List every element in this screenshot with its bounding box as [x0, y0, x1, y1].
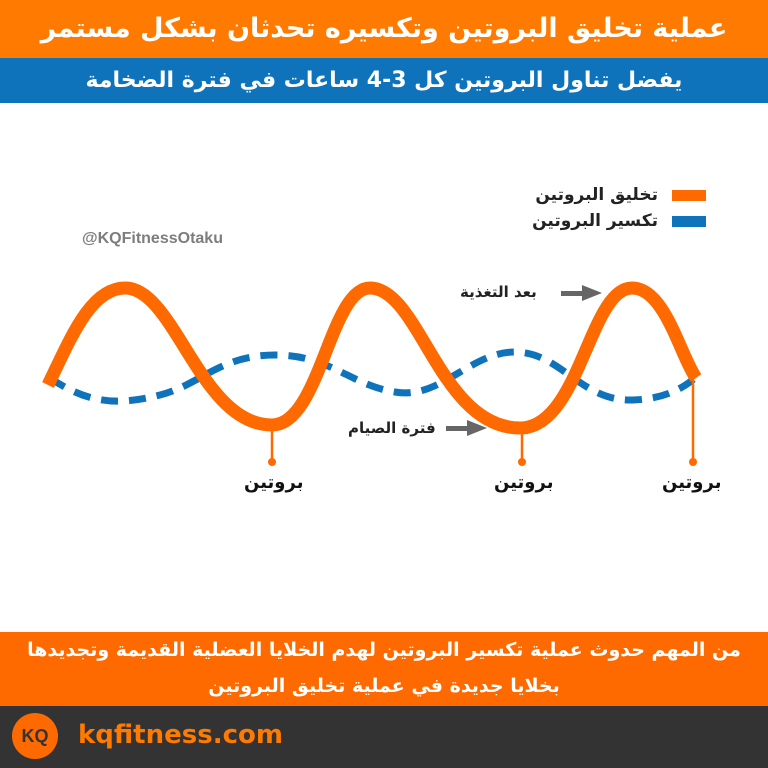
- arrow-right-icon: [561, 285, 602, 301]
- protein-marker-label: بروتين: [662, 472, 722, 493]
- legend: تخليق البروتين تكسير البروتين: [532, 182, 706, 234]
- legend-item-synthesis: تخليق البروتين: [532, 182, 706, 208]
- protein-marker-label: بروتين: [494, 472, 554, 493]
- marker-dot-icon: [689, 458, 697, 466]
- protein-wave-diagram: [42, 281, 702, 466]
- breakdown-curve: [48, 348, 698, 405]
- fasting-period-label: فترة الصيام: [348, 419, 436, 437]
- watermark-handle: @KQFitnessOtaku: [82, 230, 223, 247]
- synthesis-curve: [42, 281, 702, 435]
- marker-dot-icon: [518, 458, 526, 466]
- kq-logo-icon: KQ: [12, 713, 58, 759]
- main-title: عملية تخليق البروتين وتكسيره تحدثان بشكل…: [0, 0, 768, 58]
- bottom-note: من المهم حدوث عملية تكسير البروتين لهدم …: [0, 632, 768, 706]
- footer: KQ kqfitness.com: [0, 706, 768, 768]
- site-url: kqfitness.com: [78, 720, 283, 750]
- note-line-1: من المهم حدوث عملية تكسير البروتين لهدم …: [27, 639, 741, 661]
- legend-label: تخليق البروتين: [535, 185, 658, 205]
- legend-label: تكسير البروتين: [532, 211, 658, 231]
- arrow-right-icon: [446, 420, 487, 436]
- protein-marker-label: بروتين: [244, 472, 304, 493]
- legend-item-breakdown: تكسير البروتين: [532, 208, 706, 234]
- orange-swatch-icon: [672, 189, 706, 201]
- marker-dot-icon: [268, 458, 276, 466]
- blue-swatch-icon: [672, 215, 706, 227]
- note-line-2: بخلايا جديدة في عملية تخليق البروتين: [208, 675, 560, 697]
- after-feeding-label: بعد التغذية: [460, 283, 537, 301]
- subtitle-banner: يفضل تناول البروتين كل 3-4 ساعات في فترة…: [0, 58, 768, 103]
